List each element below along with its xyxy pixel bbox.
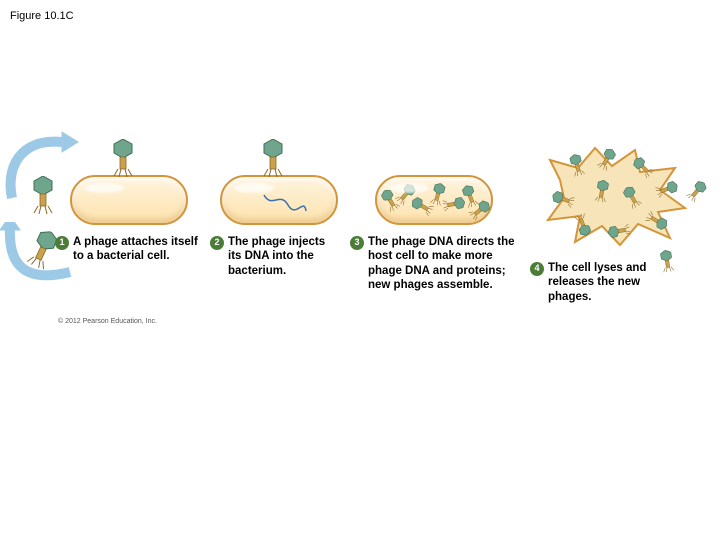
caption-step-1: 1 A phage attaches itself to a bacterial…: [55, 235, 200, 264]
caption-step-2: 2 The phage injects its DNA into the bac…: [210, 235, 340, 278]
stage4-lysed-cell: [540, 140, 690, 250]
step-text: The phage injects its DNA into the bacte…: [228, 235, 340, 278]
step-bullet: 2: [210, 236, 224, 250]
step-bullet: 3: [350, 236, 364, 250]
caption-step-3: 3 The phage DNA directs the host cell to…: [350, 235, 520, 293]
phage-free-top: [32, 176, 54, 214]
copyright-text: © 2012 Pearson Education, Inc.: [58, 318, 157, 325]
step-text: The phage DNA directs the host cell to m…: [368, 235, 520, 293]
step-text: A phage attaches itself to a bacterial c…: [73, 235, 200, 264]
caption-step-4: 4 The cell lyses and releases the new ph…: [530, 261, 660, 304]
stage3-cell: [375, 175, 493, 225]
stage1-cell: [70, 175, 188, 225]
stage2-dna: [260, 191, 310, 217]
caption-row: 1 A phage attaches itself to a bacterial…: [55, 235, 715, 304]
step-text: The cell lyses and releases the new phag…: [548, 261, 660, 304]
stage1-phage: [112, 139, 134, 177]
figure-label: Figure 10.1C: [10, 10, 74, 22]
stage2-cell: [220, 175, 338, 225]
step-bullet: 1: [55, 236, 69, 250]
stage2-phage: [262, 139, 284, 177]
step-bullet: 4: [530, 262, 544, 276]
